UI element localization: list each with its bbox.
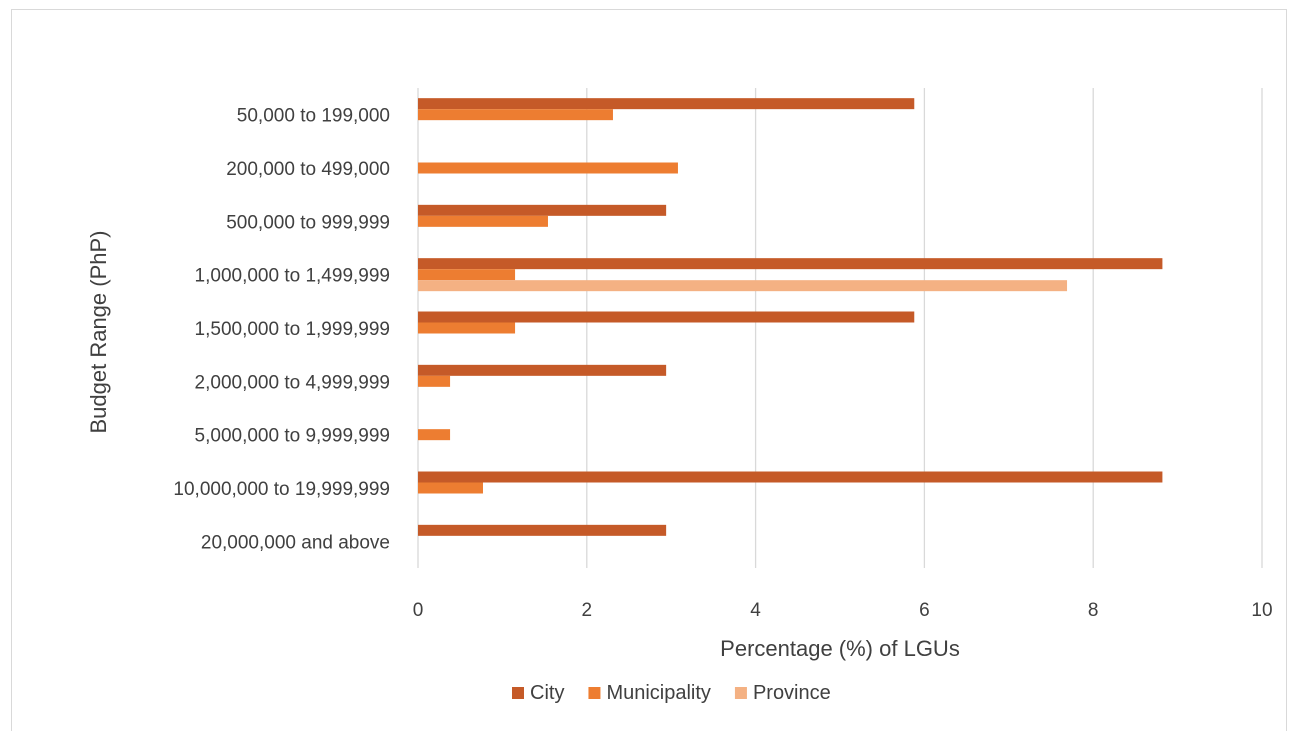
legend-item-municipality: Municipality [588, 682, 711, 704]
bar-municipality [418, 162, 678, 174]
legend-swatch [588, 687, 601, 699]
bar-city [418, 258, 1163, 270]
y-tick-label: 1,000,000 to 1,499,999 [195, 266, 390, 287]
y-tick-label: 200,000 to 499,000 [226, 159, 390, 180]
legend: City Municipality Province [512, 682, 831, 704]
legend-swatch [512, 687, 524, 699]
bar-city [418, 204, 667, 216]
y-tick-label: 20,000,000 and above [201, 532, 390, 553]
y-tick-label: 2,000,000 to 4,999,999 [195, 372, 390, 393]
y-tick-label: 50,000 to 199,000 [237, 106, 390, 127]
y-tick-label: 10,000,000 to 19,999,999 [173, 479, 390, 500]
bar-municipality [418, 322, 516, 334]
y-tick-label: 500,000 to 999,999 [226, 212, 390, 233]
bar-city [418, 311, 915, 323]
x-tick-label: 8 [1088, 600, 1099, 621]
bar-municipality [418, 215, 548, 227]
legend-item-province: Province [734, 682, 831, 704]
legend-swatch [734, 687, 747, 699]
y-tick-label: 1,500,000 to 1,999,999 [195, 319, 390, 340]
bar-municipality [418, 375, 451, 387]
x-tick-label: 0 [413, 600, 424, 621]
bar-municipality [418, 429, 451, 441]
x-tick-label: 6 [919, 600, 930, 621]
bar-city [418, 98, 915, 110]
y-axis-title: Budget Range (PhP) [86, 230, 111, 433]
legend-label: Province [753, 682, 831, 704]
x-axis-title: Percentage (%) of LGUs [720, 636, 960, 661]
bar-city [418, 524, 667, 536]
x-tick-labels: 0 2 4 6 8 10 [413, 600, 1273, 621]
bar-municipality [418, 269, 516, 281]
bar-city [418, 364, 667, 376]
x-tick-label: 2 [582, 600, 593, 621]
legend-item-city: City [512, 682, 564, 704]
bars [418, 98, 1163, 536]
bar-city [418, 471, 1163, 483]
x-tick-label: 4 [750, 600, 761, 621]
y-tick-labels: 50,000 to 199,000 200,000 to 499,000 500,0… [173, 106, 390, 554]
gridlines [417, 88, 1263, 568]
bar-municipality [418, 482, 483, 494]
y-tick-label: 5,000,000 to 9,999,999 [195, 426, 390, 447]
x-tick-label: 10 [1251, 600, 1272, 621]
legend-label: Municipality [606, 682, 710, 704]
legend-label: City [530, 682, 564, 704]
bar-municipality [418, 109, 613, 121]
bar-province [418, 280, 1068, 292]
